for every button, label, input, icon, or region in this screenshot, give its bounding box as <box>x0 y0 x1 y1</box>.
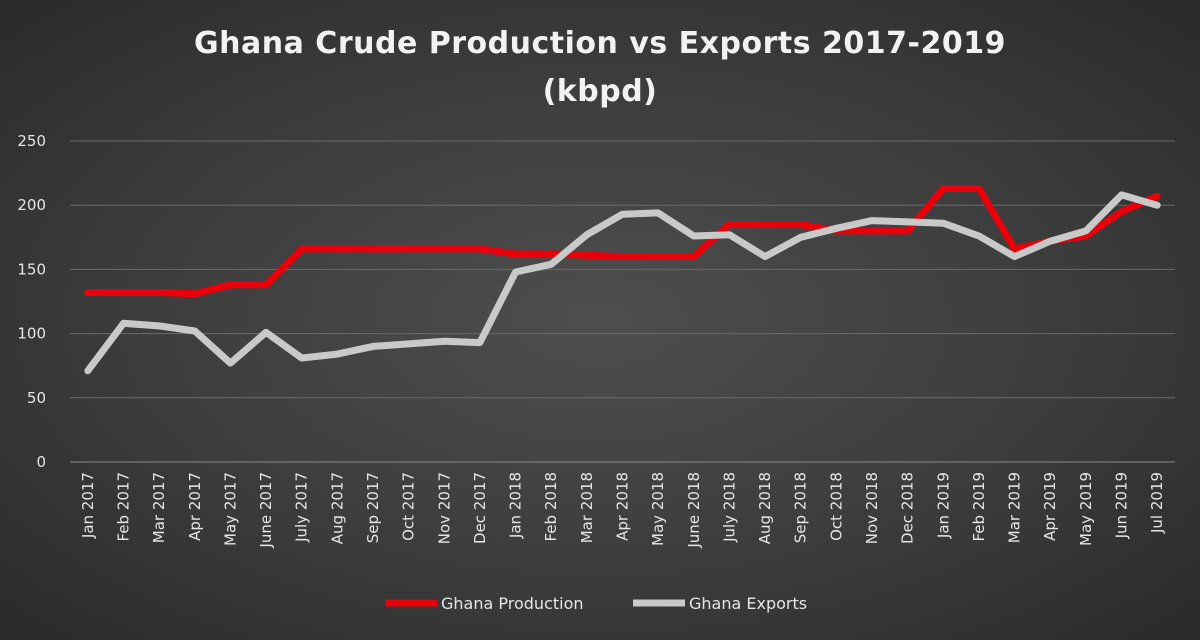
x-tick-label-july-2018: July 2018 <box>720 472 738 543</box>
x-tick-label-july-2017: July 2017 <box>293 472 311 543</box>
y-tick-label-250: 250 <box>17 132 46 150</box>
y-tick-label-100: 100 <box>17 325 46 343</box>
x-tick-label-apr-2017: Apr 2017 <box>186 472 204 541</box>
legend-label-ghana-production: Ghana Production <box>441 594 584 613</box>
x-tick-label-aug-2017: Aug 2017 <box>328 472 346 544</box>
y-tick-label-0: 0 <box>36 453 46 471</box>
x-tick-label-may-2017: May 2017 <box>221 472 239 546</box>
x-tick-label-sep-2017: Sep 2017 <box>364 472 382 543</box>
x-tick-label-aug-2018: Aug 2018 <box>756 472 774 544</box>
x-tick-label-apr-2019: Apr 2019 <box>1041 472 1059 541</box>
chart-title-unit: (kbpd) <box>543 74 658 109</box>
x-tick-label-apr-2018: Apr 2018 <box>614 472 632 541</box>
legend-label-ghana-exports: Ghana Exports <box>689 594 807 613</box>
x-axis: Jan 2017 Feb 2017 Mar 2017 Apr 2017 May 2017… <box>79 472 1166 549</box>
x-tick-label-jul-2019: Jul 2019 <box>1148 472 1166 534</box>
y-tick-label-150: 150 <box>17 260 46 278</box>
x-tick-label-jan-2017: Jan 2017 <box>79 472 97 539</box>
x-tick-label-feb-2017: Feb 2017 <box>114 472 132 542</box>
x-tick-label-nov-2018: Nov 2018 <box>863 472 881 544</box>
series-line-ghana-production <box>84 185 1161 298</box>
x-tick-label-may-2018: May 2018 <box>649 472 667 546</box>
y-tick-label-200: 200 <box>17 196 46 214</box>
x-tick-label-feb-2018: Feb 2018 <box>542 472 560 542</box>
y-axis: 0 50 100 150 200 250 <box>17 132 46 471</box>
legend: Ghana Production Ghana Exports <box>385 594 807 613</box>
x-tick-label-june-2017: June 2017 <box>257 472 275 549</box>
chart-title: Ghana Crude Production vs Exports 2017-2… <box>194 26 1006 61</box>
x-tick-label-dec-2017: Dec 2017 <box>471 472 489 544</box>
series-line-ghana-exports <box>84 191 1161 375</box>
x-tick-label-mar-2017: Mar 2017 <box>150 472 168 543</box>
x-tick-label-june-2018: June 2018 <box>685 472 703 549</box>
x-tick-label-oct-2017: Oct 2017 <box>400 472 418 541</box>
x-tick-label-jun-2019: Jun 2019 <box>1113 472 1131 539</box>
x-tick-label-mar-2019: Mar 2019 <box>1006 472 1024 543</box>
x-tick-label-dec-2018: Dec 2018 <box>899 472 917 544</box>
x-tick-label-mar-2018: Mar 2018 <box>578 472 596 543</box>
x-tick-label-oct-2018: Oct 2018 <box>827 472 845 541</box>
x-tick-label-nov-2017: Nov 2017 <box>435 472 453 544</box>
gridlines <box>70 140 1175 463</box>
x-tick-label-jan-2018: Jan 2018 <box>507 472 525 539</box>
x-tick-label-feb-2019: Feb 2019 <box>970 472 988 542</box>
x-tick-label-jan-2019: Jan 2019 <box>934 472 952 539</box>
y-tick-label-50: 50 <box>27 389 46 407</box>
x-tick-label-sep-2018: Sep 2018 <box>792 472 810 543</box>
series-lines <box>84 185 1161 375</box>
x-tick-label-may-2019: May 2019 <box>1077 472 1095 546</box>
